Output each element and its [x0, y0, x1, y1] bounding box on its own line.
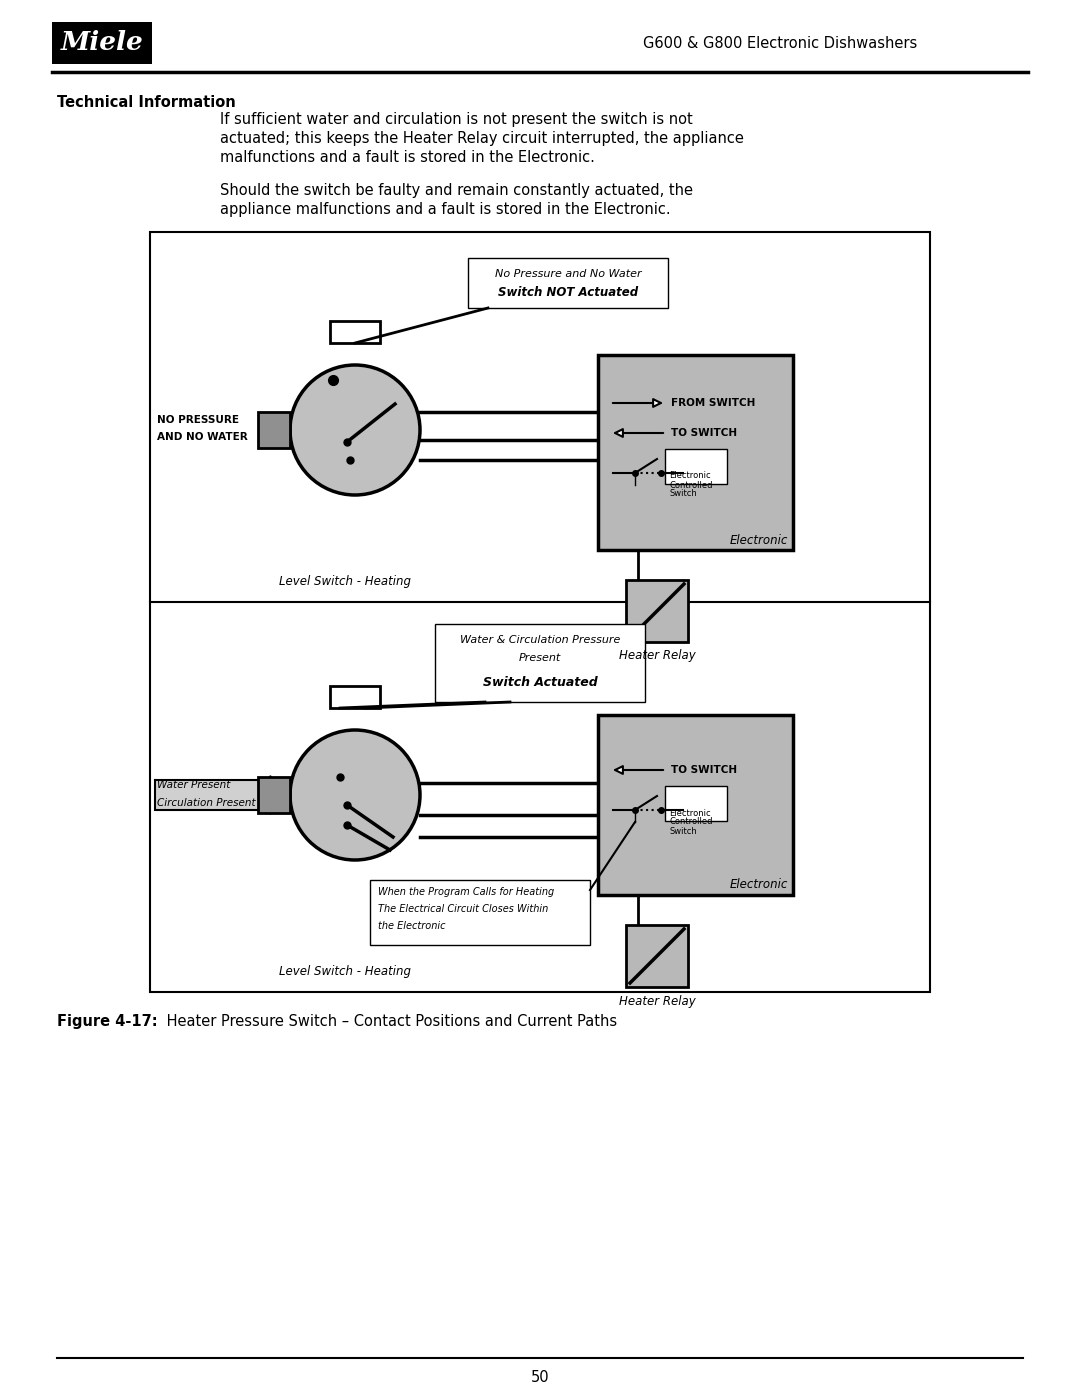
Text: Level Switch - Heating: Level Switch - Heating [279, 965, 411, 978]
Text: Technical Information: Technical Information [57, 95, 235, 110]
Text: AND NO WATER: AND NO WATER [157, 432, 247, 441]
Text: Switch: Switch [669, 827, 697, 835]
Text: Controlled: Controlled [669, 481, 713, 489]
Text: appliance malfunctions and a fault is stored in the Electronic.: appliance malfunctions and a fault is st… [220, 203, 671, 217]
Text: TO SWITCH: TO SWITCH [671, 766, 738, 775]
Text: Level Switch - Heating: Level Switch - Heating [279, 576, 411, 588]
Text: actuated; this keeps the Heater Relay circuit interrupted, the appliance: actuated; this keeps the Heater Relay ci… [220, 131, 744, 147]
Bar [258, 777, 291, 813]
Bar [626, 580, 688, 643]
Text: Electronic: Electronic [730, 879, 788, 891]
FancyArrow shape [156, 775, 291, 814]
Text: 50: 50 [530, 1370, 550, 1386]
Text: Miele: Miele [60, 31, 144, 56]
Text: Controlled: Controlled [669, 817, 713, 827]
Text: Heater Relay: Heater Relay [619, 995, 696, 1007]
Bar [598, 355, 793, 550]
Bar [468, 258, 669, 307]
Text: Circulation Present: Circulation Present [157, 798, 256, 807]
Bar [626, 925, 688, 988]
Circle shape [291, 731, 420, 861]
Text: Water & Circulation Pressure: Water & Circulation Pressure [460, 636, 620, 645]
Text: Heater Relay: Heater Relay [619, 650, 696, 662]
Bar [598, 715, 793, 895]
Text: Present: Present [518, 652, 562, 664]
Bar [52, 22, 152, 64]
Text: Figure 4-17:: Figure 4-17: [57, 1014, 158, 1030]
Bar [370, 880, 590, 944]
Circle shape [291, 365, 420, 495]
Text: Should the switch be faulty and remain constantly actuated, the: Should the switch be faulty and remain c… [220, 183, 693, 198]
Text: Electronic: Electronic [669, 809, 711, 817]
Text: Switch Actuated: Switch Actuated [483, 676, 597, 689]
Bar [150, 232, 930, 992]
Text: FROM SWITCH: FROM SWITCH [671, 398, 755, 408]
Text: Switch: Switch [669, 489, 697, 499]
Text: TO SWITCH: TO SWITCH [671, 427, 738, 439]
Text: malfunctions and a fault is stored in the Electronic.: malfunctions and a fault is stored in th… [220, 149, 595, 165]
Text: Switch NOT Actuated: Switch NOT Actuated [498, 286, 638, 299]
Text: the Electronic: the Electronic [378, 921, 446, 930]
Text: The Electrical Circuit Closes Within: The Electrical Circuit Closes Within [378, 904, 549, 914]
Text: Electronic: Electronic [669, 472, 711, 481]
Bar [435, 624, 645, 703]
Text: Heater Pressure Switch – Contact Positions and Current Paths: Heater Pressure Switch – Contact Positio… [162, 1014, 617, 1030]
Text: NO PRESSURE: NO PRESSURE [157, 415, 239, 425]
Text: No Pressure and No Water: No Pressure and No Water [495, 270, 642, 279]
Bar [258, 412, 291, 448]
Text: G600 & G800 Electronic Dishwashers: G600 & G800 Electronic Dishwashers [643, 35, 917, 50]
Bar [330, 686, 380, 708]
Text: When the Program Calls for Heating: When the Program Calls for Heating [378, 887, 554, 897]
Text: Water Present: Water Present [157, 780, 230, 789]
Text: If sufficient water and circulation is not present the switch is not: If sufficient water and circulation is n… [220, 112, 692, 127]
Bar [665, 448, 727, 483]
Bar [665, 787, 727, 821]
Text: Electronic: Electronic [730, 534, 788, 546]
Bar [330, 321, 380, 344]
